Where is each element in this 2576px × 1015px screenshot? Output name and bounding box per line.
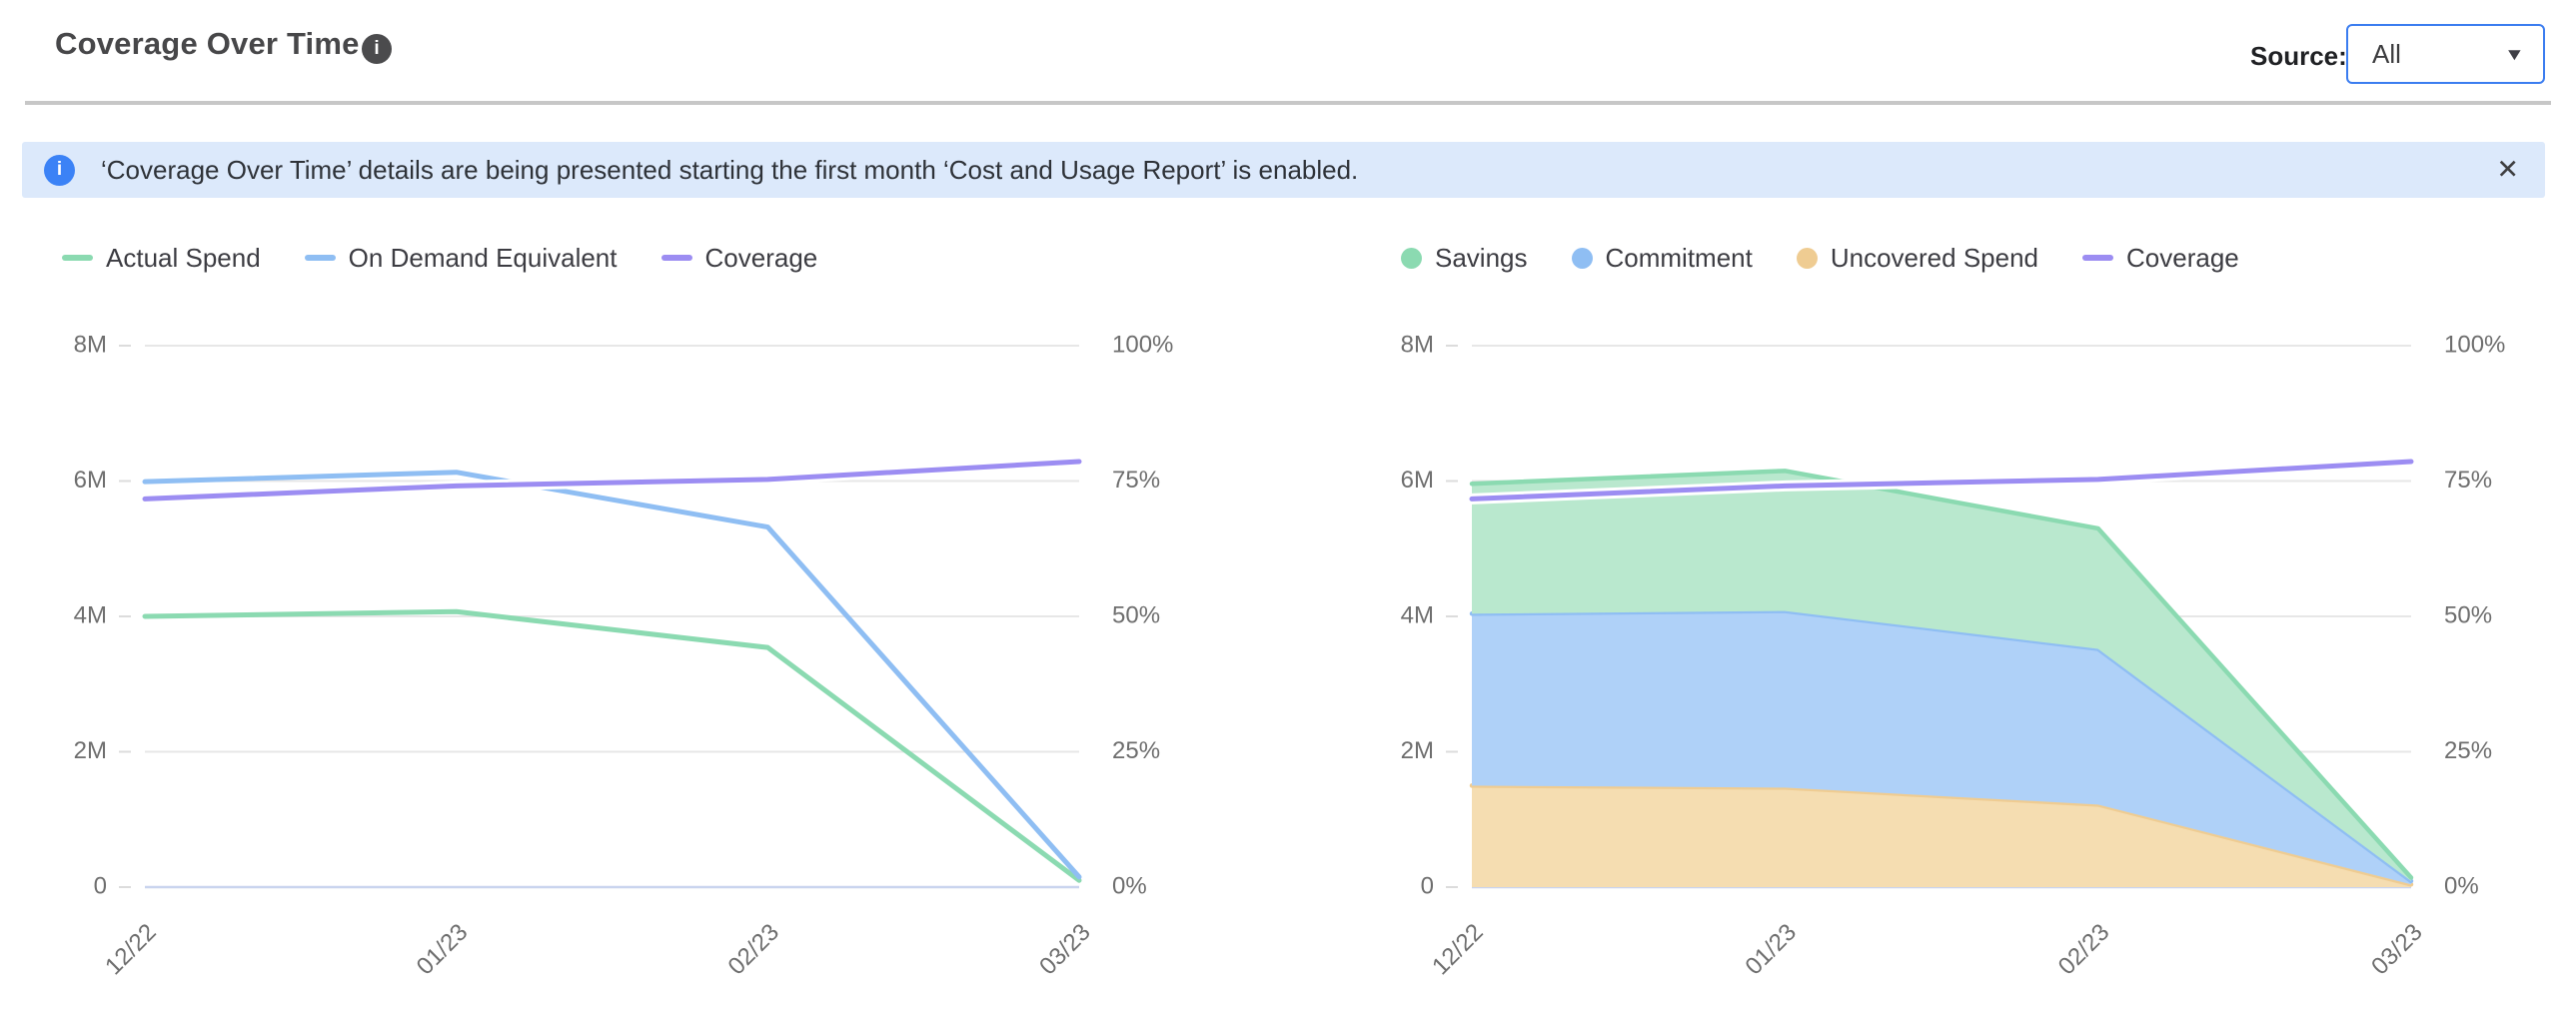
legend-label: On Demand Equivalent <box>348 242 618 273</box>
legend-swatch-coverage <box>660 255 692 261</box>
legend-label: Uncovered Spend <box>1830 242 2038 273</box>
legend-label: Actual Spend <box>106 242 261 273</box>
right-axis-label: 50% <box>2444 601 2492 628</box>
legend-label: Commitment <box>1605 242 1753 273</box>
chevron-down-icon: ▼ <box>2504 44 2526 64</box>
right-axis-label: 25% <box>1112 737 1160 764</box>
on-demand-equivalent-line <box>142 470 1082 880</box>
left-axis-label: 0 <box>1421 872 1434 899</box>
spend-lines-chart[interactable]: 0 0% 2M 25% 4M 50% 6M 75% 8M 100% 12/22 01/23 02/23 0… <box>30 290 1299 989</box>
x-axis-label: 02/23 <box>722 919 784 981</box>
legend-item-savings[interactable]: Savings <box>1401 243 1528 274</box>
legend-swatch-actual-spend <box>62 255 93 261</box>
x-axis-label: 03/23 <box>2366 919 2428 981</box>
left-axis-label: 6M <box>74 467 107 494</box>
legend-swatch-coverage <box>2082 255 2113 261</box>
legend-item-uncovered-spend[interactable]: Uncovered Spend <box>1796 242 2038 274</box>
legend-item-coverage[interactable]: Coverage <box>660 242 818 274</box>
uncovered-spend-area <box>1472 785 2411 887</box>
source-dropdown[interactable]: All ▼ <box>2346 24 2545 84</box>
left-axis-label: 6M <box>1401 467 1434 494</box>
info-banner: i ‘Coverage Over Time’ details are being… <box>22 142 2545 198</box>
x-axis-label: 02/23 <box>2053 919 2115 981</box>
legend-label: Savings <box>1435 242 1528 273</box>
info-icon[interactable]: i <box>362 34 392 64</box>
savings-area <box>1472 471 2411 881</box>
left-axis-label: 2M <box>74 737 107 764</box>
right-axis-label: 0% <box>2444 872 2479 899</box>
source-dropdown-value: All <box>2372 38 2401 69</box>
actual-spend-line <box>142 608 1082 883</box>
header-divider <box>25 101 2551 105</box>
coverage-line <box>1469 459 2414 502</box>
left-axis-label: 4M <box>74 601 107 628</box>
right-axis-label: 25% <box>2444 737 2492 764</box>
right-axis-label: 75% <box>1112 467 1160 494</box>
right-axis-label: 100% <box>1112 331 1173 358</box>
legend-swatch-on-demand-equivalent <box>304 255 336 261</box>
legend-swatch-uncovered-spend <box>1796 247 1818 269</box>
left-axis-label: 0 <box>94 872 107 899</box>
right-axis-label: 50% <box>1112 601 1160 628</box>
left-axis-label: 8M <box>1401 331 1434 358</box>
spend-stacked-area-chart[interactable]: 0 0% 2M 25% 4M 50% 6M 75% 8M 100% 12/22 01/23 02/23 0… <box>1349 290 2576 989</box>
area-chart-legend: Savings Commitment Uncovered Spend Cover… <box>1401 238 2239 278</box>
source-label: Source: <box>2250 41 2347 71</box>
legend-item-on-demand-equivalent[interactable]: On Demand Equivalent <box>304 242 618 274</box>
legend-swatch-commitment <box>1571 247 1593 269</box>
coverage-line <box>142 459 1082 502</box>
commitment-area <box>1472 610 2411 885</box>
savings-edge <box>1469 469 2414 880</box>
legend-item-coverage[interactable]: Coverage <box>2082 243 2239 274</box>
banner-info-icon: i <box>44 154 75 186</box>
x-axis-label: 12/22 <box>100 919 162 981</box>
line-chart-legend: Actual Spend On Demand Equivalent Covera… <box>62 238 817 278</box>
left-axis-label: 4M <box>1401 601 1434 628</box>
left-axis-label: 2M <box>1401 737 1434 764</box>
right-axis-label: 100% <box>2444 331 2505 358</box>
legend-swatch-savings <box>1401 247 1422 269</box>
x-axis-label: 01/23 <box>1740 919 1802 981</box>
banner-text: ‘Coverage Over Time’ details are being p… <box>101 154 1359 185</box>
legend-label: Coverage <box>2126 242 2239 273</box>
x-axis-label: 01/23 <box>412 919 474 981</box>
legend-label: Coverage <box>704 242 818 273</box>
right-axis-label: 0% <box>1112 872 1147 899</box>
legend-item-commitment[interactable]: Commitment <box>1571 242 1753 274</box>
legend-item-actual-spend[interactable]: Actual Spend <box>62 243 261 274</box>
page-title: Coverage Over Time <box>55 26 360 61</box>
right-axis-label: 75% <box>2444 467 2492 494</box>
x-axis-label: 03/23 <box>1034 919 1096 981</box>
close-icon[interactable]: ✕ <box>2496 154 2519 185</box>
x-axis-label: 12/22 <box>1427 919 1489 981</box>
commitment-edge <box>1469 608 2414 884</box>
left-axis-label: 8M <box>74 331 107 358</box>
